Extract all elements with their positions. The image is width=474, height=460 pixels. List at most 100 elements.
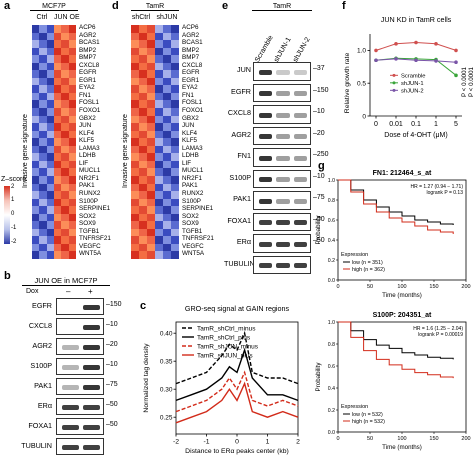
heatmap-cell bbox=[61, 160, 70, 169]
heatmap-cell bbox=[147, 62, 156, 71]
heatmap-cell bbox=[61, 183, 70, 192]
heatmap-cell bbox=[163, 251, 172, 260]
x-tick-label: 0 bbox=[235, 439, 239, 446]
heatmap-cell bbox=[68, 47, 77, 56]
km-hr: HR = 1.27 (0.94 − 1.71) bbox=[410, 184, 463, 190]
heatmap-cell bbox=[68, 123, 77, 132]
heatmap-cell bbox=[163, 236, 172, 245]
gene-label: LAMA3 bbox=[182, 144, 203, 152]
y-tick-label: 0.5 bbox=[357, 81, 366, 88]
gene-label: TNFRSF21 bbox=[182, 235, 214, 243]
x-tick-label: 1 bbox=[434, 121, 438, 128]
gene-label: AGR2 bbox=[182, 31, 200, 39]
heatmap-cell bbox=[39, 115, 48, 124]
zscore-tick: -1 bbox=[11, 225, 17, 231]
heatmap-cell bbox=[68, 198, 77, 207]
heatmap-cell bbox=[155, 228, 164, 237]
panel-d-heatmap bbox=[131, 25, 180, 260]
blot-mw-marker: –150 bbox=[106, 301, 122, 308]
heatmap-cell bbox=[163, 108, 172, 116]
heatmap-cell bbox=[171, 25, 180, 33]
heatmap-cell bbox=[131, 62, 140, 71]
panel-f-point bbox=[454, 48, 458, 53]
heatmap-cell bbox=[32, 206, 40, 215]
gene-label: GBX2 bbox=[182, 114, 199, 122]
blot-band bbox=[83, 385, 100, 390]
heatmap-cell bbox=[155, 236, 164, 245]
blot-band bbox=[62, 365, 79, 370]
heatmap-cell bbox=[131, 236, 140, 245]
heatmap-cell bbox=[39, 198, 48, 207]
heatmap-cell bbox=[32, 168, 40, 177]
heatmap-cell bbox=[32, 85, 40, 94]
panel-c-series-line bbox=[175, 330, 299, 385]
blot-band bbox=[83, 445, 100, 450]
panel-d-label: d bbox=[112, 0, 119, 12]
heatmap-cell bbox=[131, 228, 140, 237]
heatmap-cell bbox=[163, 25, 172, 33]
panel-d-col-shjun: shJUN bbox=[156, 14, 178, 21]
panel-g-km-fn1: FN1: 212464_s_at 0.0 0.2 0.4 0.6 0.8 1.0 0 50 100… bbox=[315, 170, 471, 299]
heatmap-cell bbox=[68, 115, 77, 124]
blot-band bbox=[259, 241, 273, 247]
panel-a-label: a bbox=[4, 0, 11, 12]
heatmap-cell bbox=[46, 251, 55, 260]
heatmap-cell bbox=[68, 175, 77, 184]
heatmap-cell bbox=[131, 92, 140, 101]
panel-d-gene-list: ACP6 AGR2 BCAS1 BMP2 BMP7 CXCL8 EGFR EGR1 EYA2 FN… bbox=[182, 24, 214, 258]
heatmap-cell bbox=[32, 138, 40, 147]
blot-band bbox=[259, 69, 273, 75]
heatmap-cell bbox=[171, 40, 180, 49]
panel-f-xlabel: Dose of 4-OHT (μM) bbox=[384, 132, 447, 139]
heatmap-cell bbox=[163, 175, 172, 184]
gene-label: NR2F1 bbox=[79, 174, 99, 182]
heatmap-cell bbox=[163, 153, 172, 162]
zscore-tick: 1 bbox=[11, 197, 15, 203]
blot-band bbox=[259, 198, 273, 204]
heatmap-cell bbox=[171, 191, 180, 199]
heatmap-cell bbox=[139, 206, 148, 215]
zscore-tick: 2 bbox=[11, 184, 15, 190]
heatmap-cell bbox=[147, 25, 156, 33]
heatmap-cell bbox=[32, 32, 40, 41]
heatmap-cell bbox=[54, 115, 62, 124]
blot-band bbox=[259, 112, 273, 118]
y-tick-label: 0.30 bbox=[160, 387, 173, 394]
heatmap-cell bbox=[155, 183, 164, 192]
heatmap-cell bbox=[54, 123, 62, 132]
heatmap-cell bbox=[39, 160, 48, 169]
gene-label: LIF bbox=[182, 159, 192, 167]
x-tick-label: 200 bbox=[461, 284, 470, 290]
heatmap-cell bbox=[32, 77, 40, 86]
heatmap-cell bbox=[39, 123, 48, 132]
heatmap-cell bbox=[54, 183, 62, 192]
heatmap-cell bbox=[171, 32, 180, 41]
gene-label: ACP6 bbox=[182, 24, 199, 31]
heatmap-cell bbox=[155, 40, 164, 49]
blot-mw-marker: –20 bbox=[106, 341, 118, 348]
heatmap-cell bbox=[139, 221, 148, 230]
heatmap-cell bbox=[163, 40, 172, 49]
heatmap-cell bbox=[131, 123, 140, 132]
heatmap-cell bbox=[171, 100, 180, 109]
heatmap-cell bbox=[155, 175, 164, 184]
heatmap-cell bbox=[147, 40, 156, 49]
gene-label: FOXO1 bbox=[182, 107, 204, 115]
y-tick-label: 0.6 bbox=[328, 218, 335, 224]
x-tick-label: 100 bbox=[397, 436, 406, 442]
blot-mw-marker: –10 bbox=[313, 172, 325, 180]
heatmap-cell bbox=[32, 183, 40, 192]
heatmap-cell bbox=[68, 77, 77, 86]
blot-band bbox=[276, 177, 290, 183]
x-tick-label: 50 bbox=[367, 436, 373, 442]
panel-b-label: b bbox=[4, 270, 11, 282]
panel-f-legend-label: Scramble bbox=[401, 73, 425, 79]
blot-band bbox=[276, 134, 290, 140]
heatmap-cell bbox=[32, 236, 40, 245]
heatmap-cell bbox=[61, 70, 70, 79]
heatmap-cell bbox=[32, 153, 40, 162]
heatmap-cell bbox=[139, 55, 148, 64]
y-tick-label: 0.4 bbox=[328, 238, 335, 244]
heatmap-cell bbox=[163, 70, 172, 79]
heatmap-cell bbox=[171, 92, 180, 101]
